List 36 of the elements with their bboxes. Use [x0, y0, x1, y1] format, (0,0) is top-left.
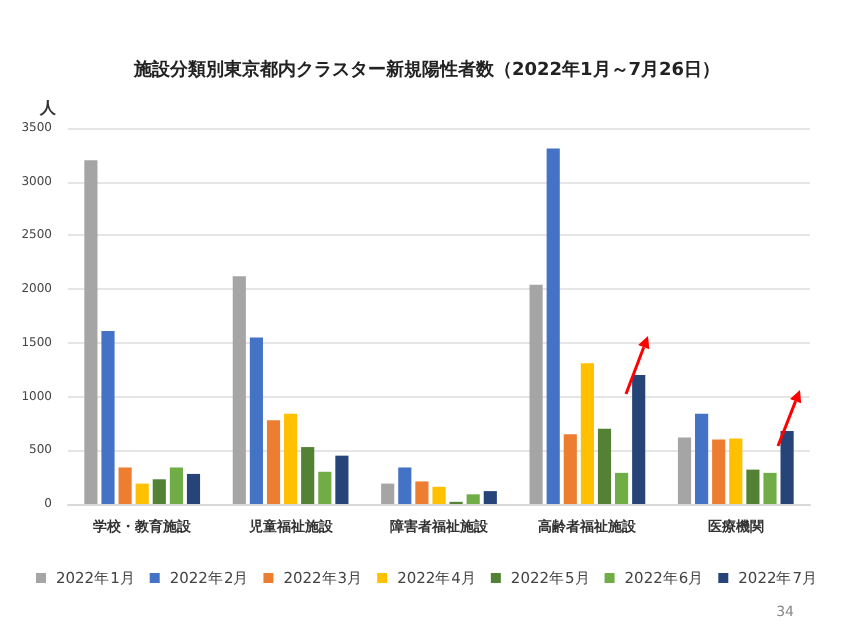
bar [546, 148, 560, 504]
bar [483, 491, 497, 504]
y-axis-title: 人 [38, 99, 58, 117]
bar [152, 479, 166, 504]
bar [318, 471, 332, 504]
bar [746, 469, 760, 504]
bar [301, 447, 315, 504]
bar [763, 472, 777, 504]
bar [529, 284, 543, 504]
bar [615, 472, 629, 504]
bar [118, 467, 132, 504]
bar [398, 467, 412, 504]
bar [415, 481, 429, 504]
bar [284, 413, 298, 504]
bar [135, 483, 149, 504]
bar [266, 420, 281, 504]
bar [597, 428, 612, 504]
bar [780, 430, 794, 504]
bar [563, 434, 577, 504]
bar [580, 363, 594, 504]
bar [729, 438, 743, 504]
bar [712, 439, 726, 504]
bar [695, 413, 709, 504]
bar [432, 486, 446, 504]
bar [677, 437, 692, 504]
bar [632, 375, 646, 504]
bar [381, 483, 395, 504]
bar [169, 467, 183, 504]
bar [84, 160, 98, 504]
bar [466, 494, 480, 504]
bar [232, 276, 246, 504]
bar [186, 473, 201, 504]
chart-title: 施設分類別東京都内クラスター新規陽性者数（2022年1月～7月26日） [131, 59, 721, 81]
bar [335, 455, 349, 504]
bar [101, 331, 115, 504]
bar [249, 337, 263, 504]
